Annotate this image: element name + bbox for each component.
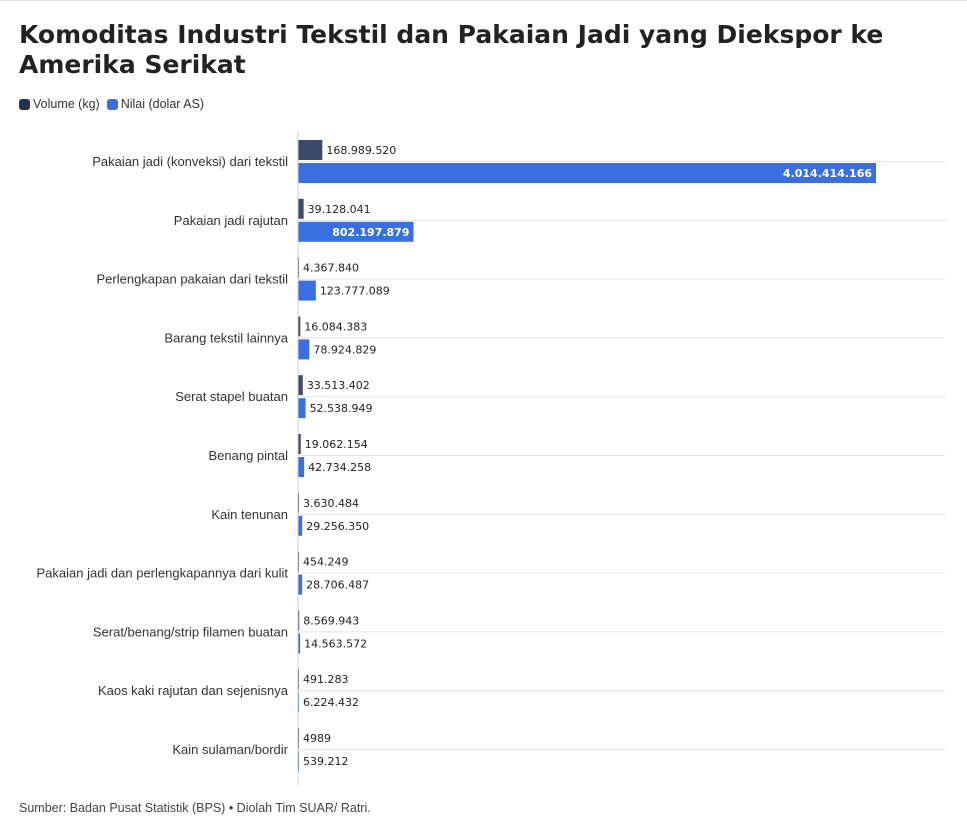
nilai-bar xyxy=(298,221,414,242)
nilai-bar xyxy=(298,339,310,360)
volume-bar xyxy=(298,198,304,219)
category-label: Perlengkapan pakaian dari tekstil xyxy=(96,272,288,287)
chart-title: Komoditas Industri Tekstil dan Pakaian J… xyxy=(19,20,884,79)
volume-value-label: 491.283 xyxy=(303,673,349,686)
category-label: Pakaian jadi rajutan xyxy=(174,213,288,228)
category-label: Pakaian jadi dan perlengkapannya dari ku… xyxy=(36,566,288,581)
volume-bar xyxy=(298,140,323,160)
volume-bar xyxy=(298,375,303,396)
nilai-value-label: 52.538.949 xyxy=(310,402,373,415)
nilai-value-label: 29.256.350 xyxy=(306,520,369,533)
legend-swatch-nilai xyxy=(106,98,118,110)
volume-bar xyxy=(298,610,300,631)
nilai-value-label: 6.224.432 xyxy=(303,696,359,709)
nilai-bar xyxy=(298,574,303,595)
bar-chart: Pakaian jadi (konveksi) dari tekstil 168.… xyxy=(36,132,945,785)
volume-value-label: 168.989.520 xyxy=(326,144,396,157)
volume-value-label: 4.367.840 xyxy=(303,262,359,275)
volume-value-label: 39.128.041 xyxy=(308,203,371,216)
nilai-value-label: 28.706.487 xyxy=(306,579,369,592)
volume-bar xyxy=(298,434,301,454)
category-label: Serat stapel buatan xyxy=(175,389,288,404)
volume-value-label: 8.569.943 xyxy=(303,614,359,627)
nilai-bar xyxy=(298,633,301,654)
nilai-value-label: 4.014.414.166 xyxy=(783,167,872,180)
legend-swatch-volume xyxy=(19,98,30,110)
nilai-value-label: 123.777.089 xyxy=(320,285,390,298)
volume-value-label: 16.084.383 xyxy=(304,320,367,333)
legend-label-volume: Volume (kg) xyxy=(33,97,100,111)
volume-value-label: 33.513.402 xyxy=(307,379,370,392)
category-label: Barang tekstil lainnya xyxy=(164,330,288,345)
volume-bar xyxy=(298,316,301,337)
category-label: Serat/benang/strip filamen buatan xyxy=(93,624,288,639)
legend-item-volume[interactable]: Volume (kg) xyxy=(19,97,100,111)
legend-item-nilai[interactable]: Nilai (dolar AS) xyxy=(106,97,205,111)
nilai-bar xyxy=(298,457,305,477)
legend: Volume (kg) Nilai (dolar AS) xyxy=(19,97,211,111)
category-label: Benang pintal xyxy=(208,448,288,463)
nilai-value-label: 14.563.572 xyxy=(304,637,367,650)
nilai-bar xyxy=(298,398,306,419)
nilai-value-label: 539.212 xyxy=(303,755,349,768)
nilai-value-label: 42.734.258 xyxy=(308,461,371,474)
nilai-value-label: 802.197.879 xyxy=(332,226,409,239)
category-label: Kain tenunan xyxy=(211,507,288,522)
top-rule xyxy=(0,0,967,1)
legend-label-nilai: Nilai (dolar AS) xyxy=(120,97,205,111)
volume-value-label: 4989 xyxy=(303,732,331,745)
nilai-bar xyxy=(298,515,303,536)
category-label: Kain sulaman/bordir xyxy=(172,742,288,757)
nilai-bar xyxy=(298,163,876,183)
nilai-bar xyxy=(298,280,316,301)
category-label: Pakaian jadi (konveksi) dari tekstil xyxy=(92,154,288,169)
volume-value-label: 19.062.154 xyxy=(305,438,368,451)
volume-value-label: 454.249 xyxy=(303,556,349,569)
nilai-value-label: 78.924.829 xyxy=(313,343,376,356)
source-footer: Sumber: Badan Pusat Statistik (BPS) • Di… xyxy=(19,801,371,815)
volume-value-label: 3.630.484 xyxy=(303,497,359,510)
category-label: Kaos kaki rajutan dan sejenisnya xyxy=(98,683,289,698)
